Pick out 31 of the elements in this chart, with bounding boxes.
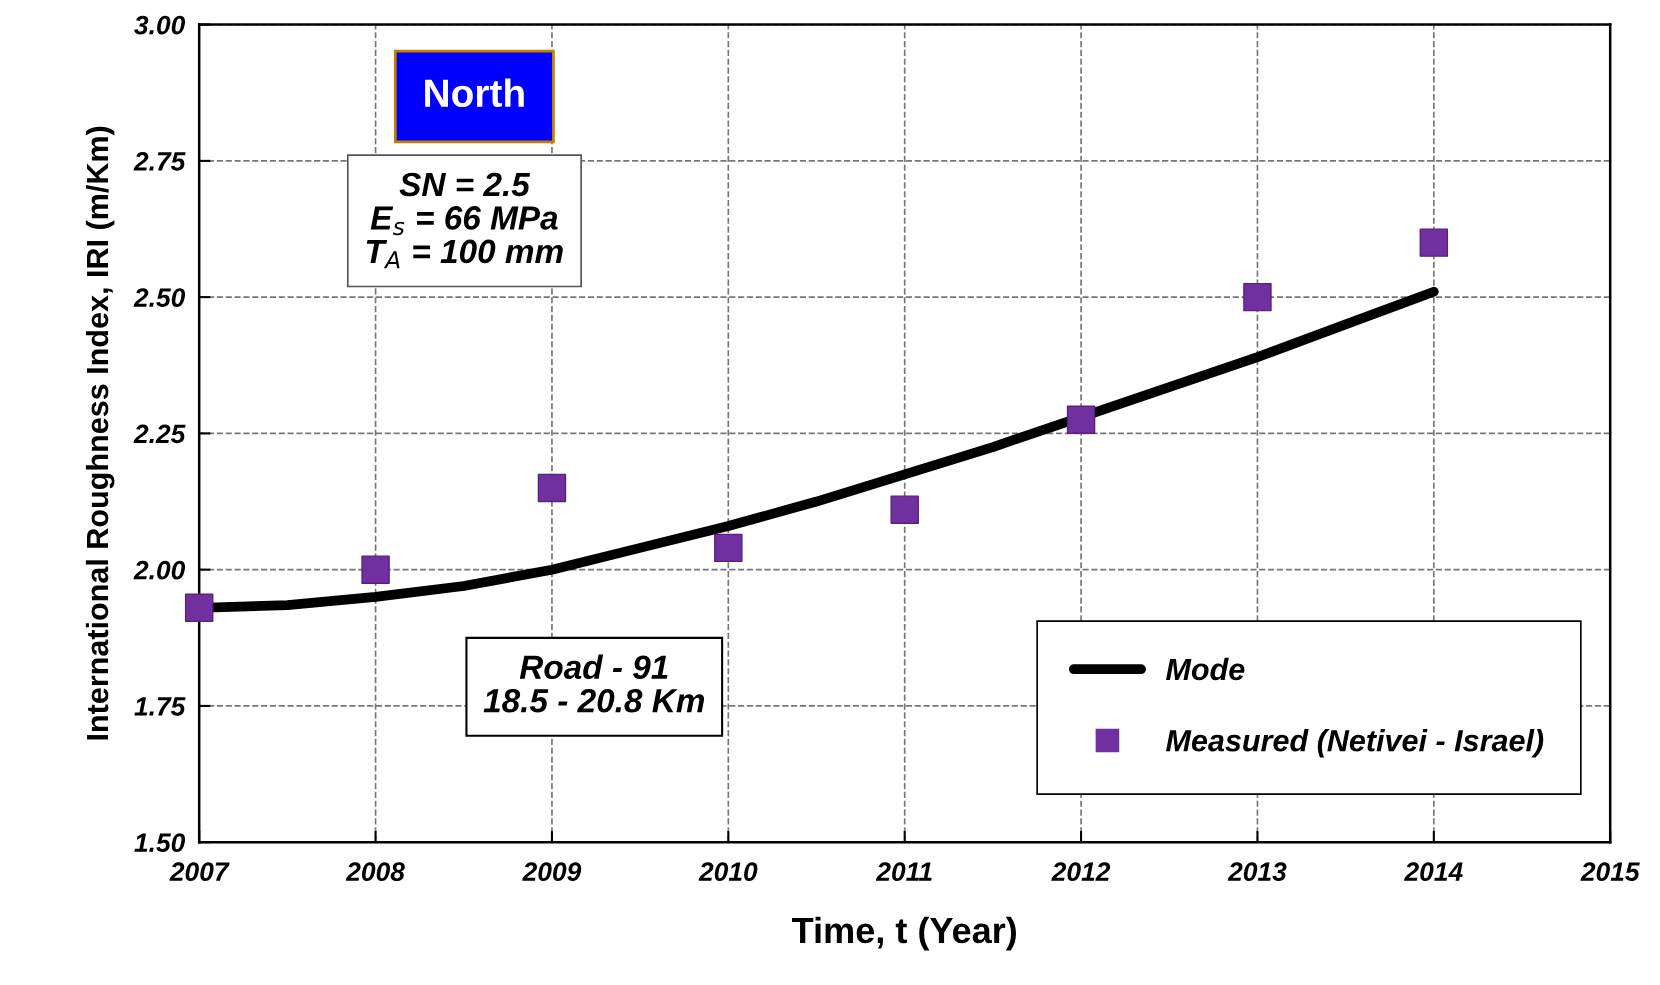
- x-tick-label: 2015: [1580, 862, 1640, 881]
- y-tick-label: 2.75: [133, 152, 186, 171]
- point: [1243, 282, 1272, 312]
- x-tick-label: 2013: [1227, 862, 1287, 881]
- y-axis-title: International Roughness Index, IRI (m/Km): [85, 126, 115, 740]
- x-tick-label: 2009: [522, 862, 582, 881]
- point: [537, 473, 567, 503]
- point: [890, 495, 919, 524]
- x-tick-label: 2011: [875, 862, 932, 881]
- x-tick-label: 2010: [698, 862, 758, 881]
- point: [1419, 228, 1449, 257]
- x-axis-title: Time, t (Year): [792, 916, 1016, 951]
- point: [361, 555, 390, 584]
- annotation: Road - 91 18.5 - 20.8 Km: [483, 654, 705, 713]
- y-tick-label: 2.25: [133, 424, 186, 444]
- legend-label: Measured (Netivei - Israel): [1166, 729, 1544, 758]
- x-tick-label: 2012: [1051, 862, 1111, 881]
- legend-label: Mode: [1166, 657, 1245, 681]
- y-tick-label: 2.50: [133, 288, 186, 307]
- x-tick-label: 2008: [345, 862, 405, 881]
- x-tick-label: 2007: [169, 862, 230, 881]
- point: [1066, 405, 1096, 435]
- annotation: SN = 2.5 E$_{s}$ = 66 MPa T$_{A}$ = 100 mm: [366, 172, 563, 269]
- y-tick-label: 1.75: [134, 697, 186, 716]
- point: [714, 533, 743, 563]
- x-tick-label: 2014: [1404, 862, 1463, 881]
- annotation: North: [425, 78, 524, 108]
- point: [184, 593, 214, 623]
- y-tick-label: 1.50: [134, 833, 186, 852]
- y-tick-label: 2.00: [133, 560, 186, 580]
- y-tick-label: 3.00: [134, 15, 186, 35]
